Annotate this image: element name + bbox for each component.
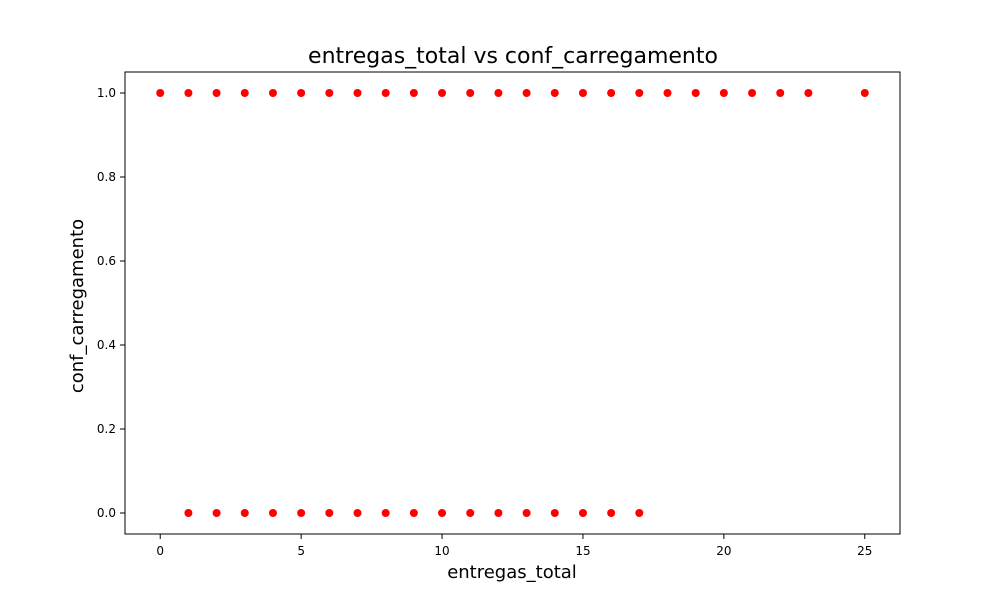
y-tick-label: 0.6 (97, 254, 116, 268)
y-axis-label: conf_carregamento (67, 219, 88, 393)
data-point (240, 509, 249, 517)
data-point (748, 89, 757, 97)
y-tick-label: 0.4 (97, 338, 116, 352)
data-point (381, 509, 390, 517)
y-tick-label: 0.0 (97, 506, 116, 520)
x-tick-label: 10 (434, 544, 449, 558)
x-axis-label: entregas_total (447, 562, 577, 583)
data-point (240, 89, 249, 97)
data-point (156, 89, 165, 97)
data-point (184, 89, 193, 97)
data-point (635, 509, 644, 517)
data-point (297, 89, 306, 97)
data-point (494, 509, 503, 517)
data-point (466, 89, 475, 97)
data-point (719, 89, 728, 97)
data-point (466, 509, 475, 517)
data-point (212, 509, 221, 517)
data-point (494, 89, 503, 97)
x-tick-label: 5 (297, 544, 305, 558)
data-point (691, 89, 700, 97)
data-points (156, 89, 869, 517)
x-tick-label: 25 (857, 544, 872, 558)
data-point (438, 89, 447, 97)
x-tick-label: 20 (716, 544, 731, 558)
y-tick-label: 1.0 (97, 86, 116, 100)
data-point (268, 509, 277, 517)
data-point (409, 89, 418, 97)
data-point (663, 89, 672, 97)
chart-title: entregas_total vs conf_carregamento (308, 44, 718, 69)
data-point (268, 89, 277, 97)
data-point (776, 89, 785, 97)
data-point (438, 509, 447, 517)
x-tick-label: 0 (156, 544, 164, 558)
data-point (550, 509, 559, 517)
y-tick-label: 0.8 (97, 170, 116, 184)
data-point (607, 509, 616, 517)
data-point (353, 509, 362, 517)
data-point (297, 509, 306, 517)
data-point (860, 89, 869, 97)
data-point (578, 509, 587, 517)
y-axis: 0.0 0.2 0.4 0.6 0.8 1.0 (97, 86, 125, 520)
plot-frame (124, 71, 901, 535)
data-point (522, 89, 531, 97)
data-point (353, 89, 362, 97)
x-tick-label: 15 (575, 544, 590, 558)
data-point (325, 509, 334, 517)
data-point (578, 89, 587, 97)
data-point (184, 509, 193, 517)
data-point (212, 89, 221, 97)
data-point (522, 509, 531, 517)
data-point (635, 89, 644, 97)
data-point (607, 89, 616, 97)
data-point (550, 89, 559, 97)
y-tick-label: 0.2 (97, 422, 116, 436)
x-axis: 0 5 10 15 20 25 (156, 534, 872, 558)
data-point (409, 509, 418, 517)
data-point (804, 89, 813, 97)
data-point (325, 89, 334, 97)
data-point (381, 89, 390, 97)
